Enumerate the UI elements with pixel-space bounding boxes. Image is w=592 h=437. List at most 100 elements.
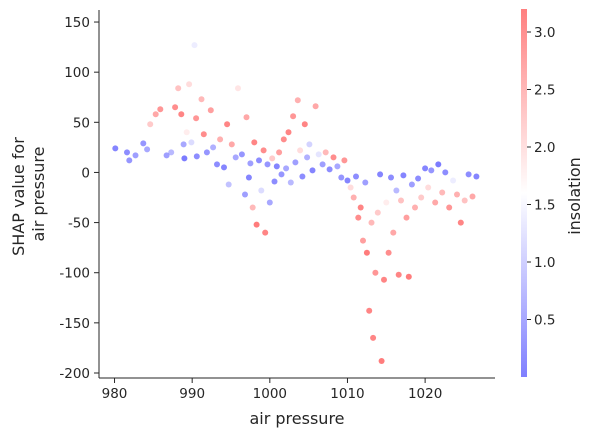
- data-point: [152, 111, 159, 118]
- data-point: [207, 107, 214, 114]
- data-point: [403, 214, 410, 221]
- data-point: [183, 129, 190, 136]
- data-point: [357, 204, 364, 211]
- data-point: [362, 179, 369, 186]
- y-tick-label: -150: [59, 316, 90, 332]
- data-point: [353, 173, 359, 180]
- data-point: [245, 174, 252, 181]
- data-point: [193, 115, 200, 122]
- y-tick-label: 100: [64, 65, 90, 81]
- data-point: [203, 149, 210, 156]
- data-point: [283, 165, 290, 172]
- data-point: [124, 149, 130, 156]
- data-point: [341, 157, 348, 164]
- data-point: [398, 197, 404, 204]
- data-point: [264, 161, 271, 168]
- data-point: [181, 155, 188, 162]
- data-point: [172, 104, 179, 111]
- data-point: [224, 121, 231, 128]
- data-point: [418, 194, 425, 201]
- data-point: [393, 187, 400, 194]
- data-point: [412, 204, 418, 211]
- data-point: [446, 204, 453, 211]
- data-point: [347, 184, 354, 191]
- x-tick-label: 990: [179, 386, 205, 402]
- x-axis-ticks: 980 990 1000 1010 1020: [102, 378, 442, 402]
- data-point: [415, 175, 422, 182]
- data-point: [214, 161, 220, 168]
- data-point: [363, 249, 370, 256]
- colorbar-tick-label: 1.5: [534, 198, 555, 214]
- data-point: [408, 181, 415, 188]
- data-point: [186, 81, 193, 88]
- data-point: [276, 149, 283, 156]
- data-point: [370, 334, 377, 341]
- data-point: [306, 141, 313, 148]
- y-axis-ticks: 150 100 50 0 -50 -100 -150 -200: [59, 15, 99, 382]
- data-point: [368, 219, 375, 226]
- data-point: [338, 174, 345, 181]
- data-point: [140, 140, 147, 147]
- x-axis-label: air pressure: [249, 409, 344, 428]
- data-point: [330, 154, 337, 161]
- data-point: [405, 273, 412, 280]
- x-tick-label: 1010: [330, 386, 364, 402]
- data-point: [422, 165, 429, 172]
- data-point: [112, 145, 119, 152]
- data-point: [465, 171, 472, 178]
- data-point: [217, 136, 224, 143]
- data-point: [147, 121, 154, 128]
- data-point: [273, 163, 280, 170]
- data-point: [428, 167, 435, 174]
- data-point: [383, 199, 390, 206]
- colorbar-tick-label: 2.0: [534, 140, 555, 156]
- data-point: [178, 111, 185, 118]
- y-axis-label-line-1: SHAP value for: [9, 137, 28, 256]
- data-point: [280, 136, 287, 143]
- data-point: [243, 114, 250, 121]
- data-point: [374, 209, 381, 216]
- data-point: [249, 204, 256, 211]
- data-point: [299, 173, 306, 180]
- data-point: [247, 160, 254, 167]
- data-point: [290, 113, 297, 120]
- data-point: [196, 59, 203, 66]
- colorbar-tick-label: 3.0: [534, 25, 555, 41]
- data-point: [319, 161, 326, 168]
- colorbar-tick-label: 1.0: [534, 255, 555, 271]
- data-point: [301, 121, 308, 128]
- colorbar-tick-label: 2.5: [534, 83, 555, 99]
- data-point: [390, 229, 397, 236]
- data-point: [454, 191, 460, 198]
- data-point: [315, 151, 322, 158]
- data-point: [425, 184, 432, 191]
- data-point: [312, 103, 319, 110]
- y-tick-label: -100: [59, 266, 90, 282]
- data-point: [232, 154, 239, 161]
- data-point: [168, 149, 175, 156]
- data-point: [266, 199, 273, 206]
- y-axis-label-line-2: air pressure: [29, 146, 48, 241]
- data-point: [395, 271, 402, 278]
- data-point: [378, 358, 385, 364]
- data-point: [285, 129, 292, 136]
- data-point: [322, 149, 329, 156]
- colorbar: [521, 9, 527, 377]
- data-point: [292, 159, 299, 166]
- data-point: [198, 96, 205, 103]
- data-point: [297, 147, 304, 154]
- data-point: [253, 221, 260, 228]
- data-point: [163, 152, 170, 159]
- data-point: [294, 97, 301, 104]
- data-point: [221, 164, 227, 171]
- data-point: [269, 155, 276, 162]
- data-point: [180, 141, 187, 148]
- data-point: [188, 139, 195, 146]
- data-point: [126, 157, 133, 164]
- scatter-points: [112, 42, 480, 364]
- data-point: [238, 151, 245, 158]
- data-point: [385, 249, 392, 256]
- y-tick-label: 0: [81, 165, 90, 181]
- data-point: [235, 85, 241, 92]
